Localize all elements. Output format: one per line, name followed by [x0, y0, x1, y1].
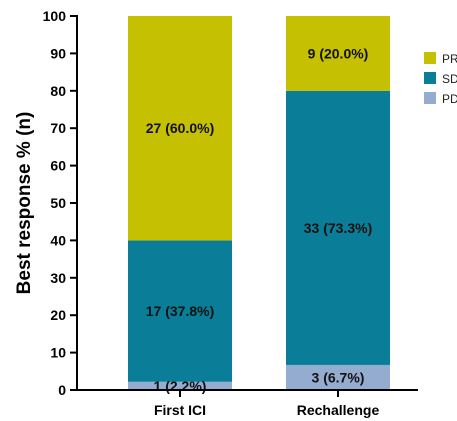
legend: PR SD PD	[424, 52, 457, 106]
segment-label-sd-0: 17 (37.8%)	[146, 303, 214, 319]
segment-label-pr-0: 27 (60.0%)	[146, 120, 214, 136]
x-category-label-1: Rechallenge	[297, 402, 380, 418]
y-tick-label-0: 0	[58, 382, 66, 398]
y-tick-label-100: 100	[43, 8, 67, 24]
segment-label-sd-1: 33 (73.3%)	[304, 220, 372, 236]
y-tick-label-50: 50	[50, 195, 66, 211]
y-tick-label-70: 70	[50, 120, 66, 136]
y-tick-label-30: 30	[50, 270, 66, 286]
y-axis-title: Best response % (n)	[14, 112, 35, 295]
legend-label-pd: PD	[442, 92, 457, 106]
bar-segment-pr-1	[286, 16, 390, 91]
legend-label-sd: SD	[442, 72, 457, 86]
legend-swatch-sd	[424, 72, 436, 84]
legend-swatch-pd	[424, 92, 436, 104]
bar-segment-pr-0	[128, 16, 232, 241]
y-tick-label-20: 20	[50, 307, 66, 323]
bar-segment-pd-1	[286, 364, 390, 390]
y-tick-label-90: 90	[50, 45, 66, 61]
segment-label-pr-1: 9 (20.0%)	[308, 45, 369, 61]
axes-layer: 0 10 20 30 40 50 60 70 80 90 100 First ICI Rechallen…	[43, 8, 418, 418]
y-tick-label-40: 40	[50, 232, 66, 248]
bar-segment-sd-1	[286, 90, 390, 365]
bar-segment-sd-0	[128, 240, 232, 382]
bar-segment-pd-0	[128, 381, 232, 390]
legend-label-pr: PR	[442, 52, 457, 66]
y-tick-label-10: 10	[50, 345, 66, 361]
x-category-label-0: First ICI	[154, 402, 206, 418]
legend-swatch-pr	[424, 52, 436, 64]
y-axis-title-group: Best response % (n)	[14, 112, 35, 295]
segment-label-pd-1: 3 (6.7%)	[312, 369, 365, 385]
bars-layer	[128, 16, 390, 390]
y-tick-label-60: 60	[50, 158, 66, 174]
y-tick-label-80: 80	[50, 83, 66, 99]
